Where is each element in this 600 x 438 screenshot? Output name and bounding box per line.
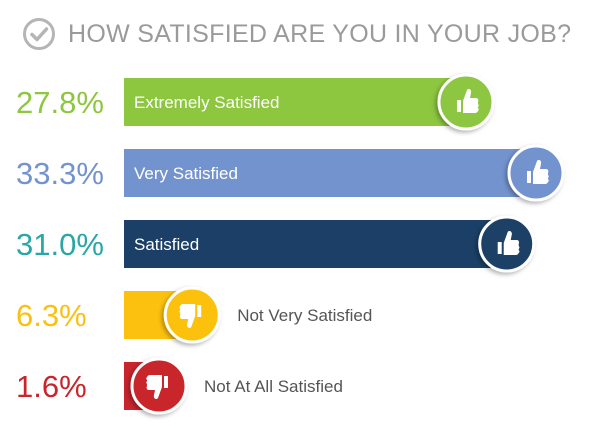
thumbs-up-icon	[507, 144, 565, 202]
thumbs-up-icon	[437, 73, 495, 131]
category-label-1: Very Satisfied	[134, 164, 238, 183]
thumbs-up-icon	[478, 215, 536, 273]
chart-header: HOW SATISFIED ARE YOU IN YOUR JOB?	[22, 14, 571, 54]
category-label-2: Satisfied	[134, 235, 199, 254]
category-label-4: Not At All Satisfied	[204, 377, 343, 396]
bar-0	[124, 78, 478, 126]
bar-group-1: 33.3% Very Satisfied	[16, 144, 565, 202]
bar-1	[124, 149, 548, 197]
value-label-3: 6.3%	[16, 298, 87, 333]
check-circle-icon	[23, 18, 55, 50]
value-label-2: 31.0%	[16, 227, 104, 262]
category-label-3: Not Very Satisfied	[237, 306, 372, 325]
value-label-1: 33.3%	[16, 156, 104, 191]
bar-group-2: 31.0% Satisfied	[16, 215, 536, 273]
thumbs-down-icon	[130, 357, 188, 415]
bar-2	[124, 220, 519, 268]
category-label-0: Extremely Satisfied	[134, 93, 280, 112]
bar-group-4: 1.6% Not At All Satisfied	[16, 357, 343, 415]
thumbs-down-icon	[163, 286, 221, 344]
chart-title: HOW SATISFIED ARE YOU IN YOUR JOB?	[68, 19, 572, 48]
value-label-4: 1.6%	[16, 369, 87, 404]
value-label-0: 27.8%	[16, 85, 104, 120]
bar-group-3: 6.3% Not Very Satisfied	[16, 286, 372, 344]
bar-group-0: 27.8% Extremely Satisfied	[16, 73, 495, 131]
